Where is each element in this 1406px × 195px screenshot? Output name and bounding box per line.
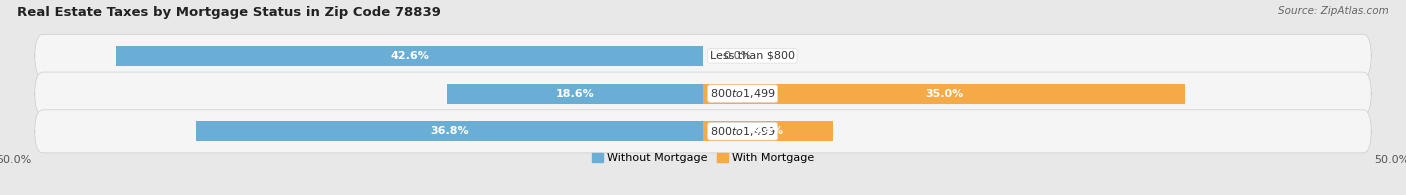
FancyBboxPatch shape <box>35 72 1371 115</box>
Text: 18.6%: 18.6% <box>555 89 595 99</box>
Text: $800 to $1,499: $800 to $1,499 <box>710 87 776 100</box>
Bar <box>703 121 832 141</box>
Bar <box>195 121 703 141</box>
Legend: Without Mortgage, With Mortgage: Without Mortgage, With Mortgage <box>588 149 818 168</box>
Text: Real Estate Taxes by Mortgage Status in Zip Code 78839: Real Estate Taxes by Mortgage Status in … <box>17 6 440 19</box>
Bar <box>703 84 1185 104</box>
Text: 9.4%: 9.4% <box>752 126 783 136</box>
FancyBboxPatch shape <box>35 110 1371 153</box>
Text: $800 to $1,499: $800 to $1,499 <box>710 125 776 138</box>
Text: 35.0%: 35.0% <box>925 89 963 99</box>
Text: 36.8%: 36.8% <box>430 126 468 136</box>
Bar <box>117 46 703 66</box>
Text: Source: ZipAtlas.com: Source: ZipAtlas.com <box>1278 6 1389 16</box>
Text: Less than $800: Less than $800 <box>710 51 794 61</box>
FancyBboxPatch shape <box>35 34 1371 77</box>
Bar <box>447 84 703 104</box>
Text: 42.6%: 42.6% <box>389 51 429 61</box>
Text: 0.0%: 0.0% <box>724 51 752 61</box>
